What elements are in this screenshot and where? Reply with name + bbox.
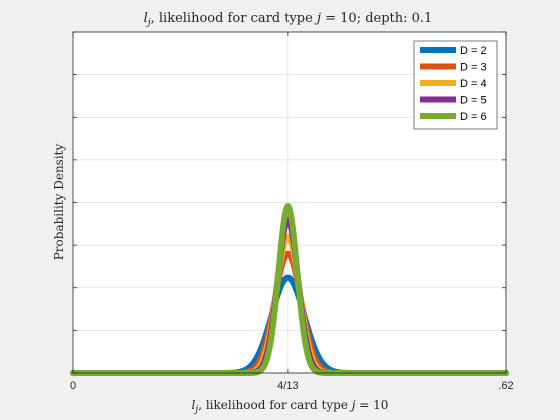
legend-label-2: D = 3 — [460, 62, 487, 74]
legend-label-5: D = 6 — [460, 111, 487, 123]
title-sub: j — [146, 18, 151, 28]
xlabel-text2: = 10 — [355, 398, 388, 412]
x-tick-label: 4/13 — [277, 380, 298, 392]
xlabel-text1: , likelihood for card type — [198, 398, 352, 412]
xlabel-var: l — [192, 398, 196, 412]
x-tick-label: 0 — [70, 380, 76, 392]
legend: D = 2 D = 3 D = 4 D = 5 D = 6 — [413, 40, 498, 130]
legend-label-4: D = 5 — [460, 95, 487, 107]
title-var: l — [144, 11, 148, 26]
xlabel-sub: j — [193, 405, 198, 415]
title-text2: = 10; depth: 0.1 — [321, 11, 432, 26]
y-ticks — [73, 31, 506, 374]
x-axis-label: lj, likelihood for card type j = 10 — [192, 398, 389, 415]
chart-title: lj, likelihood for card type j = 10; dep… — [144, 11, 433, 28]
y-axis-label: Probability Density — [52, 144, 66, 261]
legend-label-3: D = 4 — [460, 78, 487, 90]
x-ticks: 0 4/13 .62 — [70, 32, 514, 392]
xlabel-var2: j — [349, 398, 356, 412]
legend-label-1: D = 2 — [460, 45, 487, 57]
title-var2: j — [314, 11, 321, 26]
title-text1: , likelihood for card type — [151, 11, 317, 26]
x-tick-label: .62 — [498, 380, 513, 392]
